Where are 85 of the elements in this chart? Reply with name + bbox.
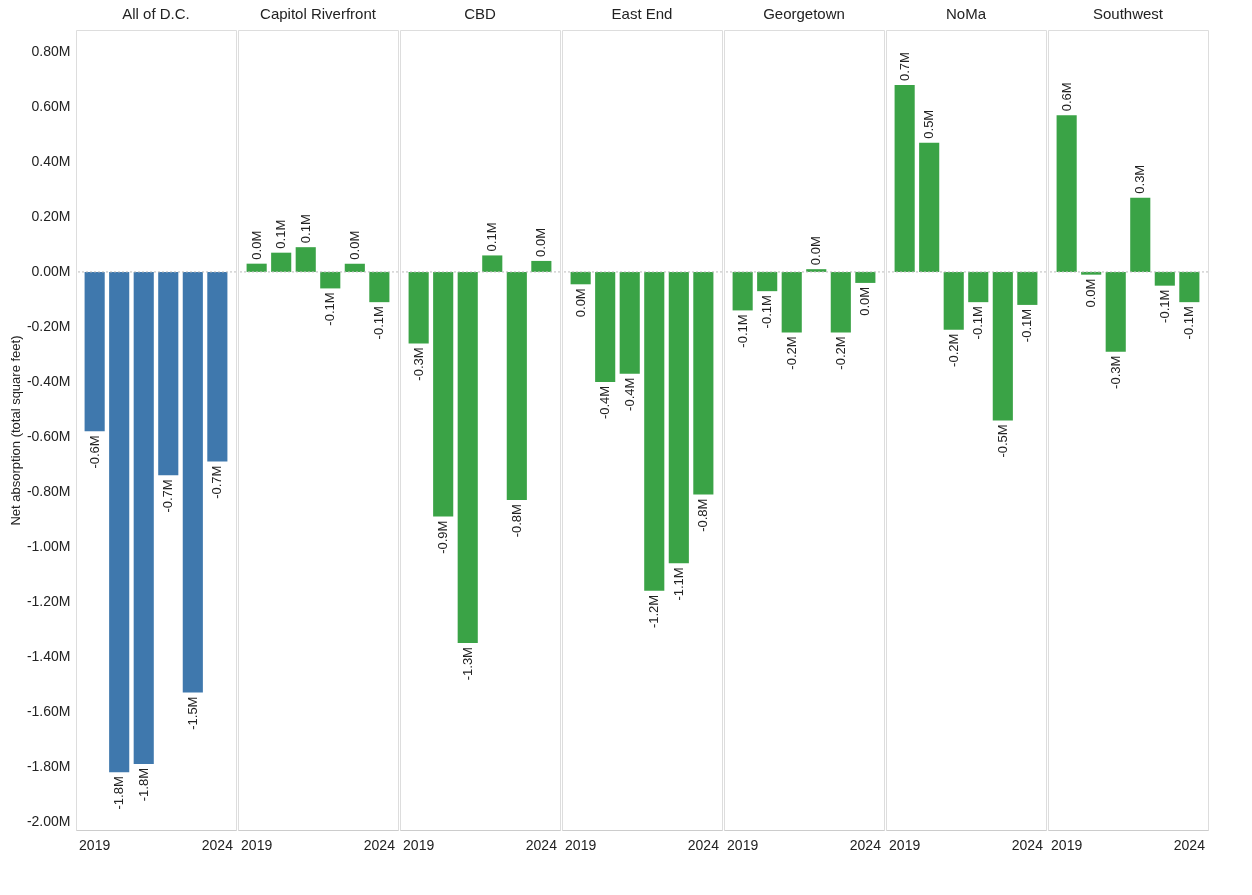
data-label: -0.8M (695, 498, 711, 532)
x-tick-label: 2019 (403, 836, 435, 853)
data-label: -0.7M (209, 465, 225, 499)
x-tick-label: 2019 (727, 836, 759, 853)
x-tick-label: 2024 (1011, 836, 1044, 853)
data-label: -0.1M (970, 306, 986, 340)
y-axis-title: Net absorption (total square feet) (7, 335, 23, 526)
data-label: 0.5M (921, 109, 937, 139)
data-label: -0.3M (1107, 355, 1123, 389)
y-tick-label: -1.60M (26, 703, 71, 720)
data-label: -0.1M (371, 306, 387, 340)
x-tick-label: 2019 (565, 836, 597, 853)
y-tick-label: -0.80M (26, 483, 71, 500)
data-label: 0.0M (1083, 278, 1099, 308)
data-label: -0.6M (86, 435, 102, 469)
x-tick-label: 2024 (1173, 836, 1206, 853)
chart-title: East End (611, 5, 673, 22)
x-tick-label: 2019 (1051, 836, 1083, 853)
chart-title: CBD (464, 5, 496, 22)
x-tick-label: 2019 (889, 836, 921, 853)
data-label: -0.1M (1019, 308, 1035, 343)
data-label: -0.1M (759, 295, 775, 329)
bar (295, 247, 316, 272)
data-label: -0.1M (1156, 289, 1172, 323)
data-label: -1.1M (670, 567, 686, 601)
data-label: 0.0M (533, 228, 549, 257)
y-tick-label: -1.40M (26, 648, 71, 665)
x-tick-label: 2024 (687, 836, 720, 853)
data-label: -0.4M (621, 377, 637, 411)
y-tick-label: -0.20M (26, 318, 71, 335)
x-tick-label: 2024 (525, 836, 558, 853)
data-label: -0.2M (945, 333, 961, 367)
x-tick-label: 2024 (363, 836, 396, 853)
data-label: -1.8M (135, 768, 151, 802)
data-label: -0.2M (832, 336, 848, 370)
data-label: -0.5M (994, 424, 1010, 458)
y-tick-label: -1.80M (26, 758, 71, 775)
y-tick-label: 0.80M (31, 43, 71, 60)
data-label: 0.0M (248, 230, 264, 260)
data-label: -0.2M (783, 336, 799, 370)
data-label: 0.0M (572, 288, 588, 318)
data-label: -1.8M (111, 776, 127, 810)
data-label: 0.0M (808, 236, 824, 266)
data-label: -0.1M (1181, 306, 1197, 340)
x-tick-label: 2024 (201, 836, 234, 853)
data-label: -1.5M (184, 696, 200, 730)
data-label: -0.1M (322, 292, 338, 326)
x-tick-label: 2019 (241, 836, 273, 853)
bar (271, 252, 292, 272)
data-label: 0.1M (273, 219, 289, 249)
data-label: -0.9M (435, 520, 451, 554)
data-label: 0.7M (896, 52, 912, 81)
chart-title: All of D.C. (122, 5, 190, 22)
y-tick-label: -0.60M (26, 428, 71, 445)
y-tick-label: 0.20M (31, 208, 71, 225)
y-tick-label: -0.40M (26, 373, 71, 390)
data-label: 0.6M (1058, 82, 1074, 112)
y-tick-label: -2.00M (26, 813, 71, 830)
bar (246, 263, 267, 272)
data-label: 0.1M (484, 222, 500, 252)
y-tick-label: 0.60M (31, 98, 71, 115)
x-tick-label: 2024 (849, 836, 882, 853)
data-label: -0.8M (508, 504, 524, 538)
data-label: 0.0M (346, 230, 362, 260)
data-label: 0.0M (857, 286, 873, 316)
chart-title: Capitol Riverfront (260, 5, 377, 22)
data-label: -0.3M (410, 347, 426, 381)
chart-title: NoMa (945, 5, 987, 22)
data-label: -1.2M (646, 594, 662, 629)
bar (369, 271, 390, 303)
chart-title: Southwest (1092, 5, 1164, 22)
y-tick-label: -1.00M (26, 538, 71, 555)
data-label: -0.4M (597, 385, 613, 420)
bar (344, 263, 365, 272)
chart-title: Georgetown (763, 5, 845, 22)
y-tick-label: 0.00M (31, 263, 71, 280)
data-label: -0.1M (734, 314, 750, 348)
data-label: 0.1M (297, 214, 313, 244)
x-tick-label: 2019 (79, 836, 111, 853)
bar (320, 271, 341, 289)
y-tick-label: 0.40M (31, 153, 71, 170)
data-label: -1.3M (459, 647, 475, 681)
y-tick-label: -1.20M (26, 593, 71, 610)
data-label: -0.7M (160, 479, 176, 513)
data-label: 0.3M (1132, 164, 1148, 194)
